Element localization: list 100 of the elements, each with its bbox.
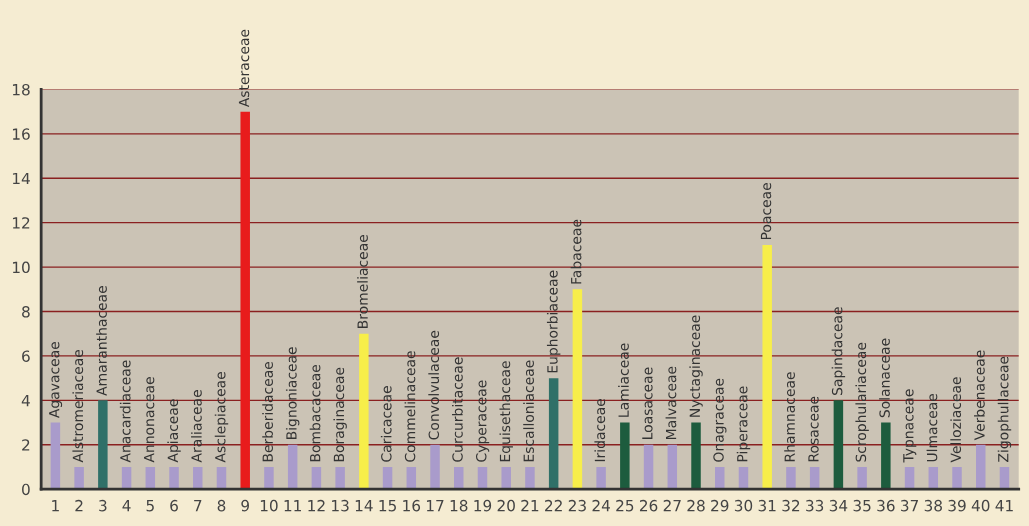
bar [169, 466, 179, 490]
x-tick-label: 26 [639, 499, 658, 512]
annotation: Rhamnaceae [784, 372, 795, 462]
bar [976, 444, 986, 490]
annotation: Loasaceae [642, 367, 653, 439]
annotation: Nyctaginaceae [689, 315, 703, 417]
annotation: Convolvulaceae [428, 330, 440, 440]
x-tick-label: 10 [260, 499, 278, 512]
annotation: Cyperaceae [476, 380, 490, 462]
x-tick-label: 35 [853, 499, 871, 512]
x-tick-label: 33 [806, 499, 824, 512]
bar [311, 466, 322, 490]
bar [596, 466, 606, 490]
x-tick-label: 32 [782, 499, 800, 512]
y-tick-label: 0 [22, 483, 30, 496]
annotation: Curcurbitaceae [452, 357, 463, 462]
x-tick-label: 13 [332, 499, 349, 512]
annotation: Caricaceae [380, 386, 392, 462]
x-tick-label: 12 [308, 499, 325, 512]
bar [762, 244, 772, 490]
y-tick-label: 14 [12, 172, 30, 185]
x-tick-label: 1 [52, 500, 59, 512]
x-tick-label: 25 [616, 499, 634, 512]
annotation: Bombacaceae [309, 365, 321, 462]
x-tick-label: 23 [568, 499, 586, 512]
bar [952, 466, 962, 490]
bar [572, 289, 583, 490]
annotation: Malvaceae [665, 366, 677, 439]
annotation: Piperaceae [736, 386, 751, 462]
annotation: Equisethaceae [499, 361, 513, 462]
x-tick-label: 27 [663, 499, 681, 512]
x-tick-label: 6 [170, 499, 178, 512]
bar [240, 111, 250, 490]
annotation: Ulmaceae [926, 393, 938, 462]
x-tick-label: 37 [901, 499, 918, 512]
annotation: Rosaceae [808, 396, 819, 462]
x-tick-label: 19 [474, 499, 492, 512]
x-tick-label: 17 [426, 500, 444, 512]
x-tick-label: 30 [734, 499, 753, 512]
annotation: Velloziaceae [950, 377, 962, 463]
bar [121, 466, 132, 490]
annotation: Verbenaceae [974, 350, 985, 441]
x-tick-label: 9 [241, 499, 249, 512]
x-tick-label: 38 [924, 499, 942, 512]
bar [809, 466, 820, 490]
x-tick-label: 2 [75, 499, 83, 512]
bar [477, 466, 488, 490]
bar [50, 422, 61, 490]
y-tick-label: 12 [12, 217, 30, 229]
annotation: Annonaceae [144, 377, 155, 463]
annotation: Bignoniaceae [285, 347, 300, 439]
bar [406, 466, 417, 490]
annotation: Zigophullaceae [997, 356, 1012, 462]
bar [382, 466, 393, 490]
y-tick-label: 8 [22, 305, 30, 318]
annotation: Onagraceae [713, 378, 727, 462]
bar [359, 333, 369, 490]
annotation: Amaranthaceae [96, 286, 107, 396]
annotation: Agavaceae [49, 342, 63, 418]
x-tick-label: 5 [146, 500, 154, 512]
bar [620, 422, 630, 490]
bar [691, 422, 701, 490]
bar [525, 466, 535, 490]
bar [454, 466, 464, 490]
annotation: Poaceae [760, 183, 772, 240]
x-tick-label: 16 [403, 499, 421, 512]
bar [74, 466, 84, 490]
bar [715, 466, 725, 490]
x-tick-label: 24 [592, 499, 610, 512]
x-tick-label: 41 [995, 500, 1013, 512]
bar [430, 444, 440, 490]
bar [738, 466, 749, 490]
bar [264, 466, 274, 490]
x-tick-label: 15 [379, 500, 396, 512]
bar [857, 466, 867, 490]
annotation: Boraginaceae [333, 367, 347, 462]
bar [928, 466, 939, 490]
bar [833, 400, 844, 490]
bar [667, 444, 678, 490]
bar [501, 466, 511, 490]
x-tick-label: 39 [948, 499, 966, 512]
x-tick-label: 21 [521, 499, 539, 512]
annotation: Alstromeriaceae [72, 349, 84, 463]
x-tick-label: 14 [355, 500, 373, 512]
bar [548, 378, 559, 490]
x-tick-label: 31 [758, 499, 776, 512]
annotation: Sapindaceae [831, 307, 846, 395]
annotation: Euphorbiaceae [546, 270, 561, 373]
annotation: Anacardiaceae [119, 360, 131, 463]
annotation: Typnaceae [903, 389, 917, 463]
annotation: Araliaceae [191, 390, 202, 463]
bar [786, 466, 796, 490]
y-tick-label: 6 [22, 350, 30, 362]
bar [999, 466, 1010, 490]
y-tick-label: 18 [12, 83, 30, 96]
bar [643, 444, 654, 490]
y-tick-label: 2 [22, 439, 30, 451]
annotation: Apiaceae [167, 399, 181, 463]
annotation: Bromeliaceae [357, 235, 368, 328]
x-tick-label: 22 [545, 499, 562, 512]
